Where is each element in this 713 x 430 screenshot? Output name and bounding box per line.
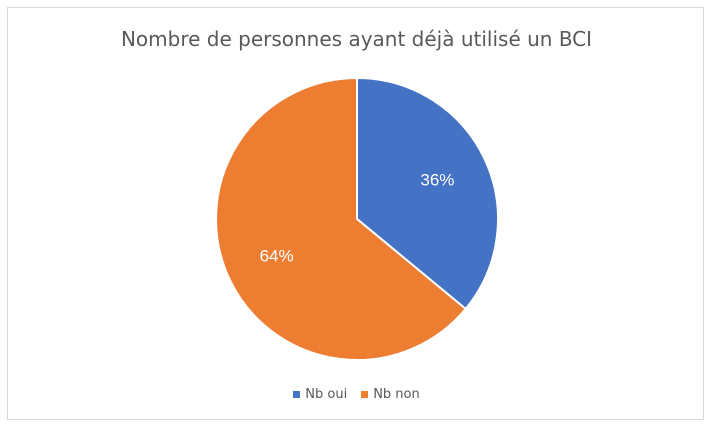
- pie-labels: 36% 64%: [260, 171, 455, 266]
- data-label-non: 64%: [260, 246, 294, 265]
- legend: Nb oui Nb non: [0, 387, 713, 402]
- legend-item-non: Nb non: [361, 387, 420, 402]
- pie-slices: [215, 76, 499, 361]
- chart-title: Nombre de personnes ayant déjà utilisé u…: [120, 27, 593, 51]
- legend-label-non: Nb non: [373, 387, 420, 402]
- legend-swatch-non: [361, 391, 369, 398]
- legend-item-oui: Nb oui: [293, 387, 347, 402]
- data-label-oui: 36%: [420, 171, 454, 190]
- pie-slice-non: [215, 76, 468, 361]
- legend-label-oui: Nb oui: [305, 387, 348, 402]
- pie-slice-oui: [356, 76, 499, 311]
- legend-swatch-oui: [293, 391, 301, 398]
